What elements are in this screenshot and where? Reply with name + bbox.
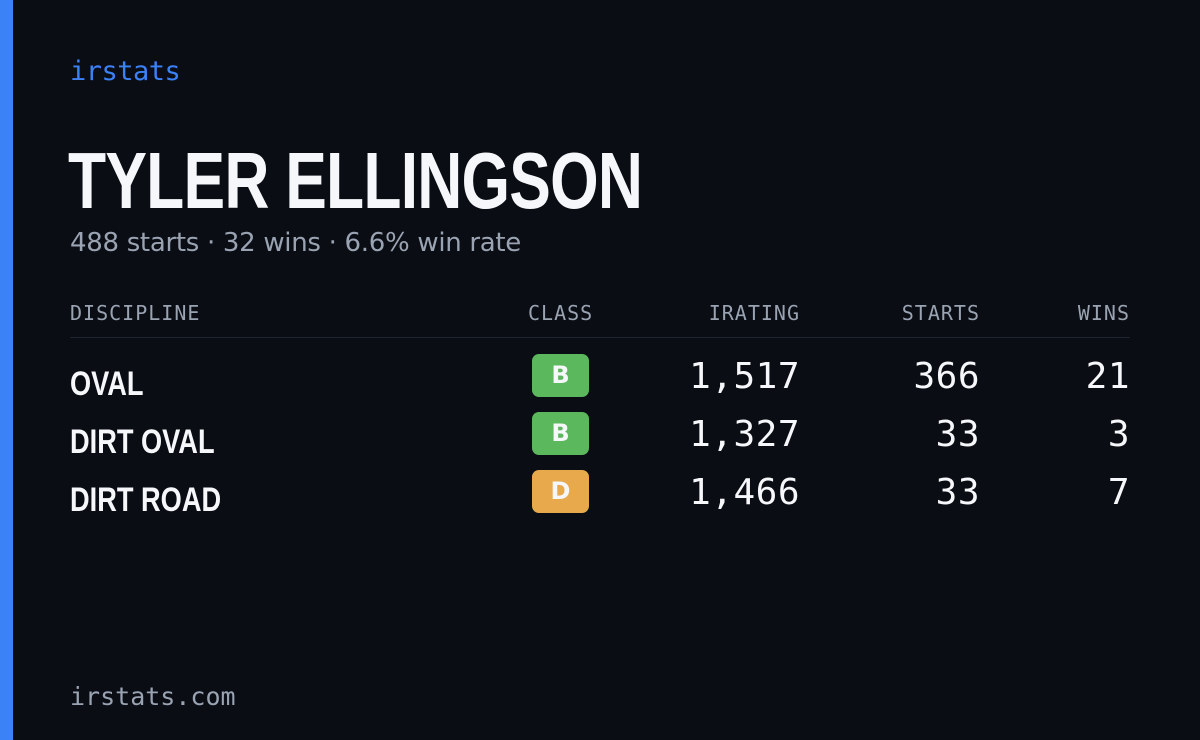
- driver-name: TYLER ELLINGSON: [68, 136, 643, 225]
- wins-value: 3: [1107, 414, 1130, 455]
- header-discipline: DISCIPLINE: [70, 301, 201, 325]
- driver-summary: 488 starts · 32 wins · 6.6% win rate: [70, 228, 522, 258]
- header-class: CLASS: [528, 301, 594, 325]
- accent-bar: [0, 0, 13, 740]
- header-irating: IRATING: [708, 301, 800, 325]
- table-row: DIRT OVAL B 1,327 33 3: [70, 410, 1130, 468]
- class-badge: B: [532, 354, 589, 397]
- table-row: DIRT ROAD D 1,466 33 7: [70, 468, 1130, 526]
- wins-value: 21: [1085, 356, 1130, 397]
- header-starts: STARTS: [901, 301, 980, 325]
- stats-table-header: DISCIPLINE CLASS IRATING STARTS WINS: [70, 300, 1130, 338]
- starts-value: 33: [935, 414, 980, 455]
- discipline-name: DIRT OVAL: [70, 423, 215, 461]
- footer-site-url: irstats.com: [70, 682, 236, 711]
- table-row: OVAL B 1,517 366 21: [70, 352, 1130, 410]
- brand-label: irstats: [70, 56, 181, 87]
- class-badge: B: [532, 412, 589, 455]
- starts-value: 366: [913, 356, 980, 397]
- irating-value: 1,327: [689, 414, 800, 455]
- discipline-name: OVAL: [70, 365, 144, 403]
- wins-value: 7: [1107, 472, 1130, 513]
- class-badge: D: [532, 470, 589, 513]
- irating-value: 1,517: [689, 356, 800, 397]
- header-wins: WINS: [1077, 301, 1130, 325]
- irating-value: 1,466: [689, 472, 800, 513]
- starts-value: 33: [935, 472, 980, 513]
- discipline-name: DIRT ROAD: [70, 481, 222, 519]
